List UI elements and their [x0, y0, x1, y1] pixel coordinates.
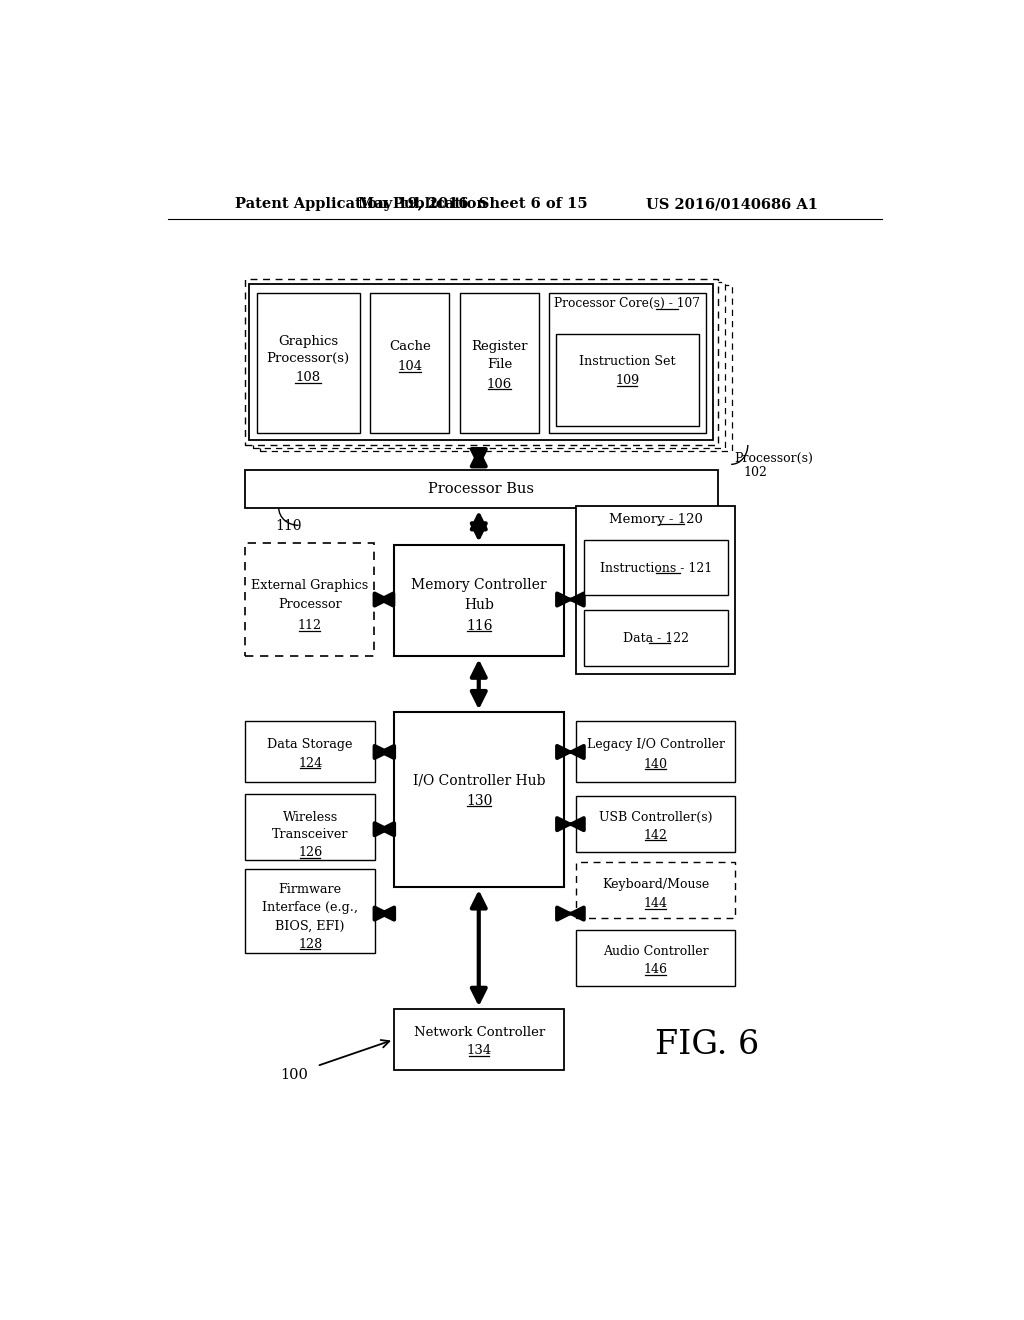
Text: 100: 100	[281, 1068, 308, 1082]
Bar	[577, 929, 735, 986]
Text: 144: 144	[644, 896, 668, 909]
Bar	[577, 796, 735, 851]
Bar	[394, 713, 564, 887]
Bar	[584, 540, 728, 595]
Text: Memory - 120: Memory - 120	[609, 512, 702, 525]
Text: Legacy I/O Controller: Legacy I/O Controller	[587, 738, 725, 751]
Bar	[246, 722, 375, 783]
Text: 126: 126	[298, 846, 323, 859]
Text: Transceiver: Transceiver	[272, 828, 348, 841]
Text: 108: 108	[296, 371, 321, 384]
Text: Instruction Set: Instruction Set	[579, 355, 676, 368]
Bar	[394, 545, 564, 656]
Text: Processor Core(s) - 107: Processor Core(s) - 107	[554, 297, 700, 310]
Text: Audio Controller: Audio Controller	[603, 945, 709, 958]
Text: Wireless: Wireless	[283, 810, 338, 824]
Bar	[246, 280, 718, 445]
Text: 128: 128	[298, 937, 323, 950]
Bar	[253, 282, 725, 447]
Text: BIOS, EFI): BIOS, EFI)	[275, 919, 345, 932]
Text: Interface (e.g.,: Interface (e.g.,	[262, 902, 358, 913]
Text: 104: 104	[397, 360, 422, 374]
Text: Processor Bus: Processor Bus	[428, 482, 535, 496]
Bar	[260, 285, 732, 450]
Bar	[246, 869, 375, 953]
Bar	[370, 293, 450, 433]
Bar	[246, 470, 718, 508]
Text: 140: 140	[644, 758, 668, 771]
Bar	[549, 293, 706, 433]
Text: Network Controller: Network Controller	[414, 1026, 545, 1039]
Text: Graphics: Graphics	[279, 335, 338, 348]
Bar	[246, 543, 374, 656]
Bar	[584, 610, 728, 665]
Text: Processor: Processor	[278, 598, 342, 611]
Bar	[246, 793, 375, 859]
Text: US 2016/0140686 A1: US 2016/0140686 A1	[646, 197, 818, 211]
Text: Memory Controller: Memory Controller	[412, 578, 547, 593]
Bar	[250, 284, 713, 440]
Text: Register: Register	[471, 341, 527, 352]
Bar	[257, 293, 359, 433]
Text: I/O Controller Hub: I/O Controller Hub	[413, 774, 546, 788]
Text: Instructions - 121: Instructions - 121	[600, 561, 712, 574]
Text: 134: 134	[467, 1044, 492, 1057]
Text: 106: 106	[486, 378, 512, 391]
Text: Data Storage: Data Storage	[267, 738, 353, 751]
Text: 130: 130	[466, 793, 493, 808]
Bar	[577, 722, 735, 783]
Bar	[556, 334, 698, 426]
Text: Processor(s): Processor(s)	[734, 451, 813, 465]
Bar	[577, 506, 735, 673]
Text: Patent Application Publication: Patent Application Publication	[236, 197, 487, 211]
Text: USB Controller(s): USB Controller(s)	[599, 810, 713, 824]
Text: Firmware: Firmware	[279, 883, 342, 896]
Text: File: File	[486, 358, 512, 371]
Text: 116: 116	[466, 619, 493, 634]
Bar	[577, 862, 735, 917]
Text: 109: 109	[615, 375, 639, 388]
Bar	[460, 293, 539, 433]
Text: Processor(s): Processor(s)	[266, 352, 350, 366]
Text: 102: 102	[743, 466, 768, 479]
Text: 110: 110	[274, 519, 301, 533]
Text: Hub: Hub	[464, 598, 495, 611]
Bar	[394, 1008, 564, 1071]
Text: External Graphics: External Graphics	[251, 578, 369, 591]
Text: Cache: Cache	[389, 341, 431, 352]
Text: Keyboard/Mouse: Keyboard/Mouse	[602, 878, 710, 891]
Text: 146: 146	[644, 964, 668, 975]
Text: 124: 124	[298, 756, 323, 770]
Text: May 19, 2016  Sheet 6 of 15: May 19, 2016 Sheet 6 of 15	[358, 197, 588, 211]
Text: FIG. 6: FIG. 6	[655, 1028, 760, 1061]
Text: 112: 112	[298, 619, 322, 632]
Text: Data - 122: Data - 122	[623, 632, 689, 644]
Text: 142: 142	[644, 829, 668, 842]
